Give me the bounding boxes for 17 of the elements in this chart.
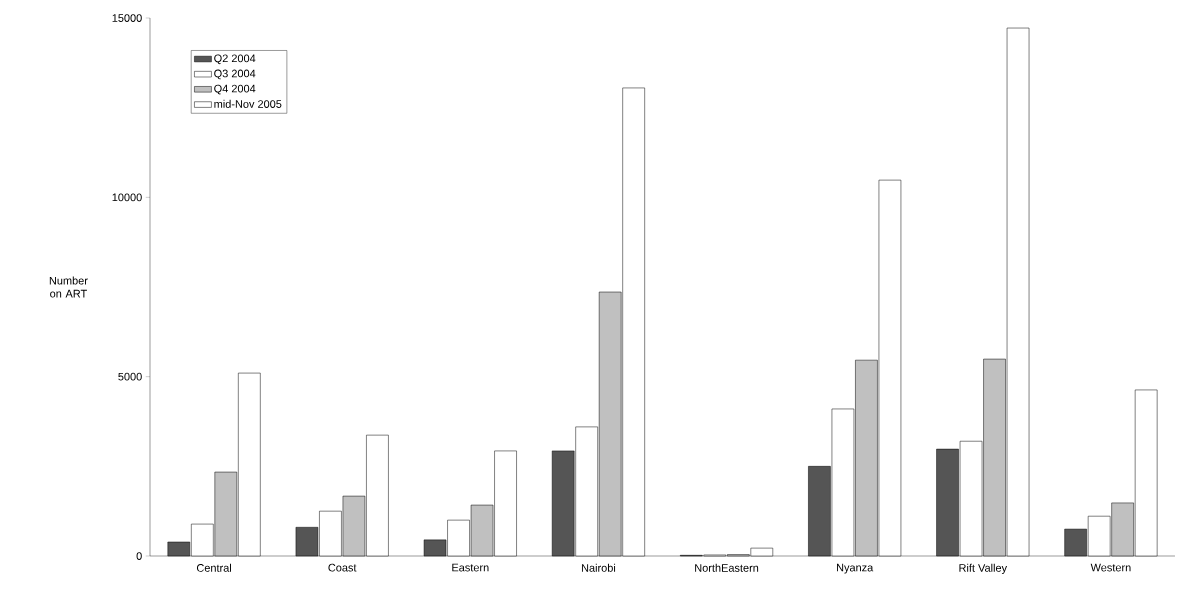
y-tick-label: 10000 — [112, 193, 142, 202]
x-tick-label: NorthEastern — [695, 563, 759, 572]
x-tick-label: Central — [196, 563, 231, 572]
y-tick-label: 5000 — [118, 372, 142, 381]
legend-label: Q2 2004 — [214, 54, 256, 65]
legend-label: Q3 2004 — [214, 69, 256, 80]
x-tick-label: Rift Valley — [959, 563, 1008, 574]
y-tick-label: 15000 — [112, 14, 142, 22]
x-tick-label: Nairobi — [581, 563, 616, 572]
x-tick-label: Western — [1090, 563, 1131, 572]
y-tick-label: 0 — [136, 552, 142, 560]
legend-label: Q4 2004 — [214, 84, 256, 95]
legend-label: mid-Nov 2005 — [214, 99, 282, 108]
x-tick-label: Coast — [328, 563, 357, 572]
x-tick-label: Nyanza — [837, 563, 874, 574]
x-tick-label: Eastern — [452, 563, 489, 572]
y-axis-title: Number on ART — [49, 276, 88, 298]
